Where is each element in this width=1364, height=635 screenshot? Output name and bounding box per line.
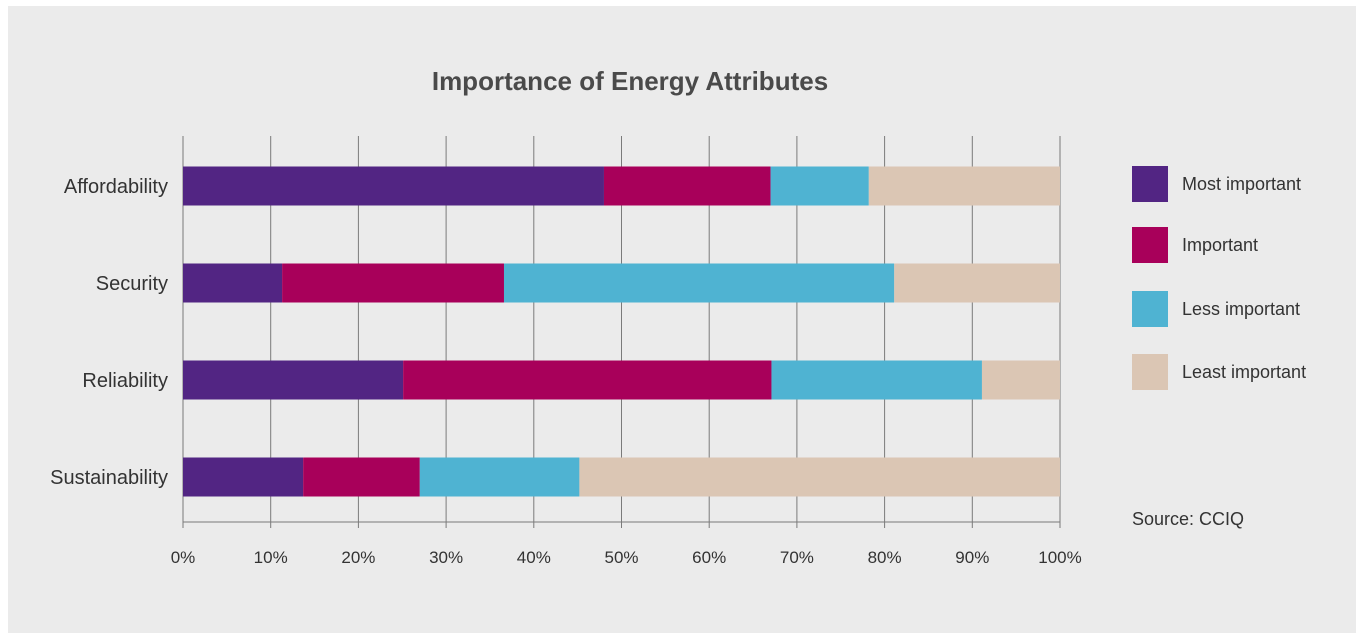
x-tick-label: 70% (780, 548, 814, 567)
bar-segment (603, 166, 771, 206)
bar-segment (419, 457, 580, 497)
legend-label: Important (1182, 235, 1259, 255)
legend-item-important: Important (1132, 227, 1352, 263)
x-tick-label: 20% (341, 548, 375, 567)
legend-label: Less important (1182, 299, 1301, 319)
legend-swatch (1132, 227, 1168, 263)
x-tick-label: 10% (254, 548, 288, 567)
legend-item-least-important: Least important (1132, 354, 1352, 390)
bar-segment (503, 263, 895, 303)
legend-item-most-important: Most important (1132, 166, 1352, 202)
y-category-label: Sustainability (50, 467, 168, 489)
x-tick-label: 40% (517, 548, 551, 567)
bar-segment (303, 457, 420, 497)
legend-swatch (1132, 166, 1168, 202)
source-note: Source: CCIQ (1132, 509, 1245, 529)
x-tick-label: 80% (868, 548, 902, 567)
y-category-label: Reliability (82, 370, 168, 392)
bar-segment (579, 457, 1060, 497)
x-tick-label: 50% (604, 548, 638, 567)
legend-item-less-important: Less important (1132, 291, 1352, 327)
bar-segment (282, 263, 504, 303)
legend-swatch (1132, 354, 1168, 390)
bar-segment (770, 166, 869, 206)
bar-segment (183, 457, 304, 497)
chart-panel: Importance of Energy Attributes 0% 10% 20%… (8, 6, 1356, 633)
legend-label: Most important (1182, 174, 1302, 194)
bar-segment (868, 166, 1060, 206)
bar-segment (771, 360, 982, 400)
bar-segment (183, 166, 604, 206)
bar-segment (183, 360, 404, 400)
chart-plot: 0% 10% 20% 30% 40% 50% 60% 70% 80% 90% 100% Afforda… (50, 136, 1082, 567)
x-tick-label: 0% (171, 548, 196, 567)
x-tick-label: 90% (955, 548, 989, 567)
bar-segment (183, 263, 283, 303)
legend-label: Least important (1182, 362, 1307, 382)
x-tick-label: 100% (1038, 548, 1081, 567)
bar-segment (403, 360, 772, 400)
legend-swatch (1132, 291, 1168, 327)
chart-title: Importance of Energy Attributes (431, 66, 829, 96)
y-category-label: Affordability (64, 176, 168, 198)
y-category-label: Security (96, 273, 168, 295)
x-tick-label: 60% (692, 548, 726, 567)
x-tick-label: 30% (429, 548, 463, 567)
bar-segment (894, 263, 1060, 303)
bar-segment (981, 360, 1060, 400)
